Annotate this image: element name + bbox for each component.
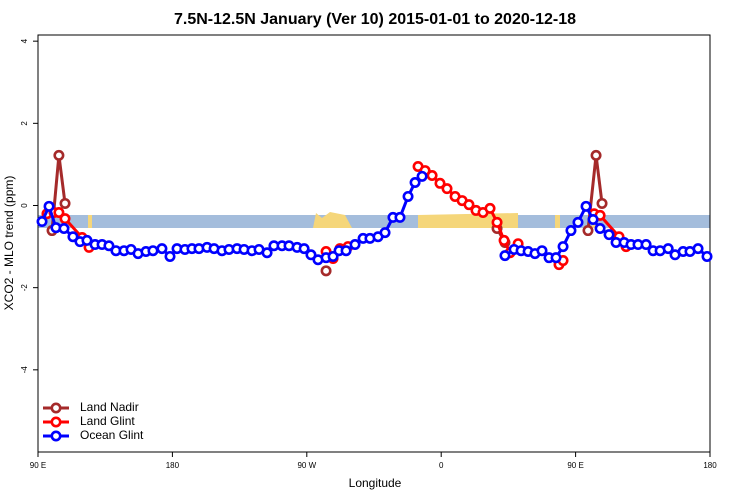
point — [349, 239, 361, 251]
point — [53, 206, 65, 218]
land-patch — [88, 215, 92, 228]
point — [58, 223, 70, 235]
point — [565, 225, 577, 237]
point — [81, 234, 93, 246]
x-tick-label: 180 — [166, 461, 180, 470]
y-tick-label: -4 — [20, 366, 29, 374]
x-tick-label: 90 E — [30, 461, 46, 470]
point — [441, 183, 453, 195]
x-tick-label: 90 W — [297, 461, 316, 470]
legend-marker — [50, 402, 62, 414]
point — [536, 245, 548, 257]
point — [491, 216, 503, 228]
point — [463, 199, 475, 211]
point — [164, 250, 176, 262]
series-line — [50, 155, 604, 244]
point — [662, 243, 674, 255]
point — [572, 216, 584, 228]
point — [582, 225, 594, 237]
x-axis-title: Longitude — [349, 476, 402, 490]
plot-frame — [37, 34, 711, 453]
point — [557, 241, 569, 253]
point — [36, 216, 48, 228]
x-tick-label: 90 E — [567, 461, 583, 470]
point — [434, 177, 446, 189]
y-tick-label: 4 — [20, 38, 29, 43]
x-tick-label: 0 — [439, 461, 444, 470]
point — [103, 240, 115, 252]
point — [498, 234, 510, 246]
y-tick-label: 0 — [20, 203, 29, 208]
land-patch — [418, 213, 518, 228]
point — [640, 239, 652, 251]
point — [67, 231, 79, 243]
point — [59, 213, 71, 225]
chart-title: 7.5N-12.5N January (Ver 10) 2015-01-01 t… — [174, 11, 576, 28]
point — [550, 252, 562, 264]
point — [298, 243, 310, 255]
ocean-band — [38, 215, 710, 228]
point — [692, 243, 704, 255]
point — [305, 249, 317, 261]
point — [603, 229, 615, 241]
point — [409, 176, 421, 188]
point — [340, 245, 352, 257]
legend-marker — [50, 430, 62, 442]
point — [590, 149, 602, 161]
point — [147, 245, 159, 257]
legend-label: Land Glint — [80, 414, 135, 428]
point — [580, 200, 592, 212]
x-tick-label: 180 — [703, 461, 717, 470]
point — [416, 170, 428, 182]
point — [594, 223, 606, 235]
point — [59, 197, 71, 209]
point — [156, 243, 168, 255]
y-tick-label: 2 — [20, 121, 29, 126]
point — [587, 213, 599, 225]
point — [701, 250, 713, 262]
point — [261, 247, 273, 259]
land-patch — [313, 212, 352, 228]
legend-marker — [50, 416, 62, 428]
point — [53, 149, 65, 161]
point — [320, 265, 332, 277]
point — [596, 197, 608, 209]
legend-label: Land Nadir — [80, 400, 139, 414]
point — [43, 200, 55, 212]
point — [379, 227, 391, 239]
y-tick-label: -2 — [20, 284, 29, 292]
land-patch — [555, 215, 560, 228]
legend-label: Ocean Glint — [80, 428, 144, 442]
y-axis-title: XCO2 - MLO trend (ppm) — [2, 176, 16, 311]
point — [499, 250, 511, 262]
point — [426, 170, 438, 182]
point — [402, 190, 414, 202]
point — [484, 202, 496, 214]
point — [394, 211, 406, 223]
